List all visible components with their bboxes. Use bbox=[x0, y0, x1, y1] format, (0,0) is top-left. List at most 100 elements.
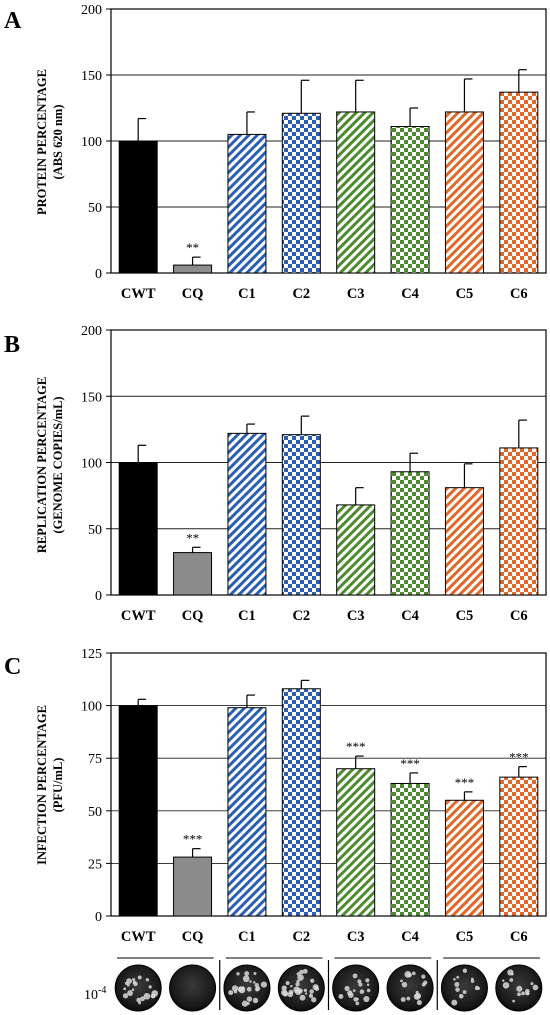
plaque-spot bbox=[299, 969, 304, 975]
plaque-spot bbox=[455, 987, 460, 992]
ylabel-c-line2: (PFU/mL) bbox=[51, 758, 65, 813]
plaque-spot bbox=[252, 997, 259, 1004]
plaque-spot bbox=[302, 968, 308, 974]
plaque-spot bbox=[138, 1001, 142, 1005]
p3-significance-C5: *** bbox=[455, 775, 475, 790]
p3-ytick-label-0: 0 bbox=[95, 910, 102, 925]
plaque-spot bbox=[407, 972, 412, 978]
plaque-spot bbox=[521, 991, 526, 996]
plaque-spot bbox=[453, 977, 456, 981]
plaque-spot bbox=[526, 992, 530, 996]
plaque-spot bbox=[356, 997, 359, 1001]
plaque-spot bbox=[148, 985, 152, 989]
p2-xtick-label-C2: C2 bbox=[292, 608, 310, 624]
p1-ytick-label-4: 200 bbox=[81, 3, 102, 18]
p3-ytick-label-4: 100 bbox=[81, 700, 102, 715]
plaque-plate-C5 bbox=[440, 964, 488, 1012]
p3-ytick-label-1: 25 bbox=[88, 857, 102, 872]
plate-dish bbox=[223, 964, 271, 1012]
p2-bar-C5 bbox=[444, 487, 484, 596]
p1-xtick-label-C6: C6 bbox=[510, 286, 528, 302]
p2-bar-C6 bbox=[499, 447, 539, 596]
p1-xtick-label-C1: C1 bbox=[238, 286, 256, 302]
plaque-plate-C4 bbox=[386, 964, 434, 1012]
p2-plot-frame bbox=[110, 329, 547, 596]
p1-significance-CQ: ** bbox=[186, 240, 199, 255]
panel-letter-b: B bbox=[4, 332, 20, 358]
plaque-plate-CQ bbox=[169, 964, 217, 1012]
p3-significance-C6: *** bbox=[509, 750, 529, 765]
plaque-spot bbox=[366, 988, 371, 993]
plaque-plate-CWT bbox=[114, 964, 162, 1012]
plaque-plate-C6 bbox=[495, 964, 543, 1012]
p1-ytick-label-3: 150 bbox=[81, 69, 102, 84]
p2-significance-CQ: ** bbox=[186, 530, 199, 545]
ylabel-a-line2: (ABS 620 nm) bbox=[51, 104, 65, 179]
ylabel-c-line1: INFECTION PERCENTAGE bbox=[35, 705, 49, 865]
p1-bar-C2 bbox=[281, 112, 321, 274]
plaque-spot bbox=[299, 994, 306, 1001]
p1-bar-C5 bbox=[444, 111, 484, 274]
plaque-spot bbox=[126, 983, 130, 987]
plaque-plate-C1 bbox=[223, 964, 271, 1012]
plaque-spot bbox=[132, 978, 136, 982]
p3-ytick-label-2: 50 bbox=[88, 805, 102, 820]
plaque-spot bbox=[525, 988, 530, 994]
plaque-spot bbox=[246, 986, 252, 992]
plaque-spot bbox=[462, 990, 467, 995]
plaque-spot bbox=[470, 979, 475, 983]
plaque-spot bbox=[140, 996, 145, 1002]
plaque-spot bbox=[281, 985, 287, 991]
p2-bar-C2 bbox=[281, 434, 321, 596]
plaque-spot bbox=[458, 993, 464, 999]
panel-c-plot: 0 25 50 75 100 125 CWT *** CQ C1 C2 *** C3 *** C4 *** C5… bbox=[81, 647, 547, 945]
p1-bar-C4 bbox=[390, 125, 430, 274]
plaque-spot bbox=[366, 983, 370, 987]
plaque-spot bbox=[456, 975, 460, 979]
p3-ytick-label-5: 125 bbox=[81, 647, 102, 662]
plaque-spot bbox=[352, 989, 356, 992]
plaque-spot bbox=[454, 981, 460, 987]
plaque-spot bbox=[400, 997, 406, 1002]
p2-bar-CWT bbox=[118, 462, 158, 596]
p3-xtick-label-CQ: CQ bbox=[182, 929, 204, 945]
plaque-spot bbox=[406, 996, 411, 1001]
plaque-spot bbox=[477, 986, 481, 990]
p2-bar-C4 bbox=[390, 471, 430, 596]
p3-xtick-label-C1: C1 bbox=[238, 929, 256, 945]
p3-xtick-label-C4: C4 bbox=[401, 929, 419, 945]
plate-dish bbox=[386, 964, 434, 1012]
p3-bar-C4 bbox=[390, 782, 430, 917]
plaque-spot bbox=[287, 991, 294, 998]
p1-bar-CQ bbox=[173, 264, 213, 274]
plaque-spot bbox=[242, 975, 250, 983]
panel-letter-c: C bbox=[4, 654, 21, 680]
plaque-spot bbox=[314, 985, 318, 989]
p3-significance-C3: *** bbox=[346, 739, 366, 754]
plaque-spot bbox=[131, 988, 135, 991]
p3-xtick-label-C5: C5 bbox=[456, 929, 474, 945]
p1-ytick-label-1: 50 bbox=[88, 201, 102, 216]
panel-a-plot: 0 50 100 150 200 CWT ** CQ C1 C2 C3 C4 C5 C6 bbox=[81, 3, 547, 302]
p1-xtick-label-C5: C5 bbox=[456, 286, 474, 302]
plaque-spot bbox=[421, 982, 426, 987]
plaque-spot bbox=[297, 974, 304, 981]
p3-bar-C6 bbox=[499, 776, 539, 917]
plaque-spot bbox=[151, 994, 156, 999]
plaque-spot bbox=[303, 988, 308, 992]
plaque-spot bbox=[241, 1000, 249, 1007]
p1-xtick-label-C2: C2 bbox=[292, 286, 310, 302]
p2-ytick-label-1: 50 bbox=[88, 523, 102, 538]
plaque-spot bbox=[228, 990, 234, 996]
plate-dish bbox=[440, 964, 488, 1012]
plaque-spot bbox=[304, 992, 308, 995]
plaque-spot bbox=[253, 981, 256, 984]
p1-ytick-label-2: 100 bbox=[81, 135, 102, 150]
p2-xtick-label-C6: C6 bbox=[510, 608, 528, 624]
plaque-spot bbox=[282, 991, 289, 997]
plaque-spot bbox=[400, 979, 403, 983]
plaque-spot bbox=[357, 979, 362, 984]
plaque-spot bbox=[293, 986, 301, 994]
p2-bar-CQ bbox=[173, 552, 213, 596]
plaque-spot bbox=[359, 989, 365, 994]
